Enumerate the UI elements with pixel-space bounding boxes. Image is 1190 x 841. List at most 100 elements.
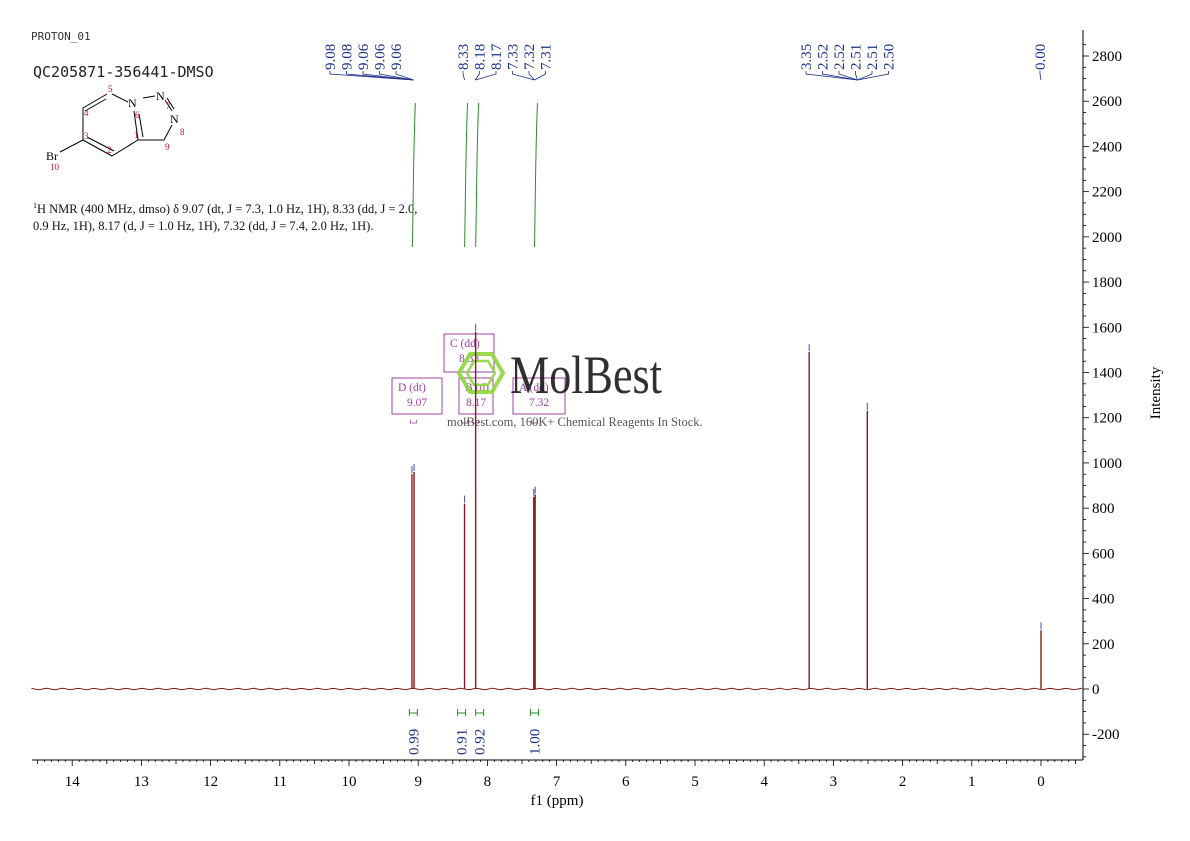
peak-label-leader xyxy=(346,71,414,81)
x-tick-label: 14 xyxy=(65,774,81,790)
peak-label-leader xyxy=(534,71,546,81)
nmr-description: 1H NMR (400 MHz, dmso) δ 9.07 (dt, J = 7… xyxy=(33,197,418,235)
peak-shift-label: 8.18 xyxy=(473,44,489,70)
atom-br-label: Br xyxy=(46,149,58,163)
peak-label-leader xyxy=(528,71,535,81)
peak-shift-label: 7.31 xyxy=(539,44,555,70)
x-axis-title: f1 (ppm) xyxy=(531,793,584,809)
x-tick-label: 12 xyxy=(203,774,218,790)
peak-shift-label: 2.51 xyxy=(865,44,881,70)
peak-label-leader xyxy=(822,71,858,81)
peak-label-leader xyxy=(857,71,873,81)
multiplet-label: D (dt) xyxy=(398,382,426,394)
y-axis-title: Intensity xyxy=(1148,366,1164,419)
watermark-tagline: molBest.com, 160K+ Chemical Reagents In … xyxy=(447,415,703,429)
peak-shift-label: 9.06 xyxy=(389,43,405,70)
peak-shift-label: 8.33 xyxy=(456,44,472,70)
peak-shift-label: 2.51 xyxy=(849,44,865,70)
y-tick-label: 2800 xyxy=(1092,49,1122,65)
y-tick-label: 1400 xyxy=(1092,366,1122,382)
y-tick-label: 1600 xyxy=(1092,320,1122,336)
y-tick-label: 1200 xyxy=(1092,411,1122,427)
peak-shift-label: 7.33 xyxy=(506,44,522,70)
integral-value: 1.00 xyxy=(527,729,543,755)
atom-number-4: 4 xyxy=(84,108,89,118)
multiplet-shift: 9.07 xyxy=(407,397,427,409)
x-tick-label: 9 xyxy=(414,774,422,790)
y-tick-label: 1000 xyxy=(1092,456,1122,472)
watermark: MolBest molBest.com, 160K+ Chemical Reag… xyxy=(447,345,703,429)
molecule-structure: N N N Br 6 7 8 10 1 2 3 4 5 9 xyxy=(46,84,185,172)
isotope-superscript: 1 xyxy=(33,201,37,210)
peak-shift-label: 3.35 xyxy=(799,44,815,70)
x-tick-label: 3 xyxy=(830,774,838,790)
y-tick-label: 800 xyxy=(1092,501,1115,517)
y-tick-label: 2200 xyxy=(1092,185,1122,201)
peak-shift-label: 7.32 xyxy=(522,44,538,70)
atom-number-10: 10 xyxy=(50,162,60,172)
atom-number-8: 8 xyxy=(180,127,185,137)
x-tick-label: 0 xyxy=(1037,774,1045,790)
x-tick-label: 10 xyxy=(342,774,357,790)
spectrum-baseline xyxy=(31,687,1083,691)
peak-label-leader xyxy=(329,71,414,81)
atom-number-9: 9 xyxy=(165,142,170,152)
integral-curve xyxy=(464,102,469,248)
peak-label-leader xyxy=(805,71,858,81)
peak-shift-label: 8.17 xyxy=(489,43,505,70)
atom-n7-label: N xyxy=(156,89,165,103)
multiplet-range-marker xyxy=(409,420,417,424)
x-tick-label: 1 xyxy=(968,774,976,790)
peak-label-leader xyxy=(855,71,858,81)
y-tick-label: -200 xyxy=(1092,727,1120,743)
multiplet-label: C (dd) xyxy=(450,338,480,350)
peak-label-leader xyxy=(857,71,889,81)
watermark-brand: MolBest xyxy=(510,345,662,405)
peak-label-leader xyxy=(1039,71,1042,81)
integral-value: 0.92 xyxy=(473,729,489,755)
atom-number-5: 5 xyxy=(108,84,113,94)
peak-shift-label: 2.52 xyxy=(832,44,848,70)
sample-id: QC205871-356441-DMSO xyxy=(33,63,214,81)
integral-curve xyxy=(533,102,538,248)
x-tick-label: 13 xyxy=(134,774,149,790)
multiplet-range-marker xyxy=(461,420,468,424)
y-tick-label: 2600 xyxy=(1092,94,1122,110)
atom-number-1: 1 xyxy=(134,130,139,140)
nmr-description-text: H NMR (400 MHz, dmso) δ 9.07 (dt, J = 7.… xyxy=(33,202,418,234)
x-tick-label: 4 xyxy=(760,774,768,790)
multiplet-shift: 7.32 xyxy=(529,397,549,409)
peak-label-leader xyxy=(379,71,414,81)
peak-shift-label: 9.08 xyxy=(340,44,356,70)
atom-n8-label: N xyxy=(170,112,179,126)
x-tick-label: 7 xyxy=(553,774,561,790)
x-tick-label: 5 xyxy=(691,774,699,790)
peak-label-leader xyxy=(362,71,414,81)
peak-shift-label: 9.08 xyxy=(323,44,339,70)
watermark-logo-icon xyxy=(456,352,506,394)
experiment-name: PROTON_01 xyxy=(31,30,91,43)
y-tick-label: 1800 xyxy=(1092,275,1122,291)
multiplet-box xyxy=(391,377,443,415)
x-tick-label: 6 xyxy=(622,774,630,790)
peak-shift-label: 2.50 xyxy=(882,44,898,70)
multiplet-range-marker xyxy=(531,420,538,424)
integral-curve xyxy=(475,102,480,248)
peak-label-leader xyxy=(395,71,414,81)
y-tick-label: 2400 xyxy=(1092,139,1122,155)
integral-curve xyxy=(411,102,416,248)
peak-label-leader xyxy=(475,71,497,81)
x-tick-label: 2 xyxy=(899,774,907,790)
x-tick-label: 11 xyxy=(273,774,287,790)
y-tick-label: 400 xyxy=(1092,592,1115,608)
x-tick-label: 8 xyxy=(484,774,492,790)
peak-shift-label: 9.06 xyxy=(373,43,389,70)
peak-shift-label: 2.52 xyxy=(816,44,832,70)
y-tick-label: 600 xyxy=(1092,546,1115,562)
peak-label-leader xyxy=(838,71,858,81)
multiplet-label: A (dd) xyxy=(519,382,549,394)
atom-n6-label: N xyxy=(128,96,137,110)
peak-shift-label: 0.00 xyxy=(1033,44,1049,70)
